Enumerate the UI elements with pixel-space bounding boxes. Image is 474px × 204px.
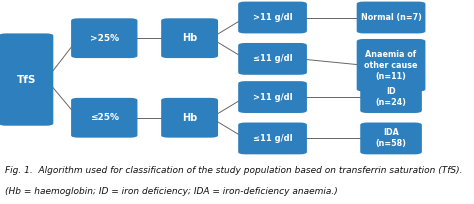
Text: ≤25%: ≤25% [90, 113, 119, 122]
FancyBboxPatch shape [356, 2, 425, 33]
FancyBboxPatch shape [0, 33, 53, 126]
Text: Normal (n=7): Normal (n=7) [361, 13, 421, 22]
FancyBboxPatch shape [71, 98, 137, 138]
Text: (Hb = haemoglobin; ID = iron deficiency; IDA = iron-deficiency anaemia.): (Hb = haemoglobin; ID = iron deficiency;… [5, 187, 337, 196]
FancyBboxPatch shape [161, 98, 218, 138]
Text: TfS: TfS [17, 74, 36, 85]
FancyBboxPatch shape [238, 81, 307, 113]
Text: >11 g/dl: >11 g/dl [253, 13, 292, 22]
Text: Hb: Hb [182, 113, 197, 123]
FancyBboxPatch shape [238, 123, 307, 154]
FancyBboxPatch shape [356, 39, 425, 91]
Text: Fig. 1.  Algorithm used for classification of the study population based on tran: Fig. 1. Algorithm used for classificatio… [5, 166, 462, 175]
FancyBboxPatch shape [161, 18, 218, 58]
Text: >25%: >25% [90, 34, 119, 43]
Text: IDA
(n=58): IDA (n=58) [375, 128, 407, 149]
Text: ID
(n=24): ID (n=24) [375, 87, 407, 107]
Text: ≤11 g/dl: ≤11 g/dl [253, 134, 292, 143]
FancyBboxPatch shape [360, 123, 422, 154]
Text: >11 g/dl: >11 g/dl [253, 93, 292, 102]
FancyBboxPatch shape [71, 18, 137, 58]
Text: ≤11 g/dl: ≤11 g/dl [253, 54, 292, 63]
FancyBboxPatch shape [238, 43, 307, 75]
FancyBboxPatch shape [238, 2, 307, 33]
Text: Hb: Hb [182, 33, 197, 43]
FancyBboxPatch shape [360, 81, 422, 113]
Text: Anaemia of
other cause
(n=11): Anaemia of other cause (n=11) [365, 50, 418, 81]
